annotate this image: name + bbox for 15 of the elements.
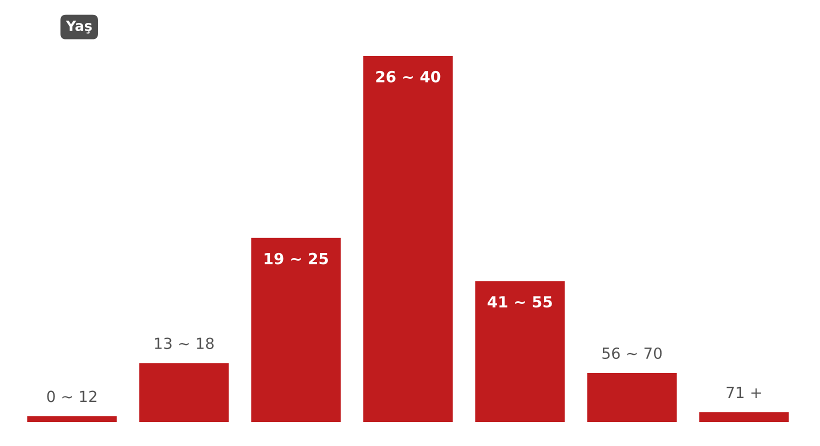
- bar: [139, 363, 229, 422]
- x-tick-label: 56 ~ 70: [602, 347, 662, 360]
- bar: [251, 238, 341, 422]
- bar: [699, 412, 789, 422]
- x-tick-label: 26 ~ 40: [376, 70, 440, 82]
- x-tick-label: 13 ~ 18: [154, 338, 214, 350]
- bar: [363, 56, 453, 422]
- x-tick-label: 0 ~ 12: [47, 390, 96, 402]
- bar: [587, 372, 677, 422]
- bar: [27, 416, 117, 422]
- chart-title: Yaş: [66, 20, 92, 34]
- bar: [475, 281, 565, 422]
- x-tick-label: 71 +: [726, 386, 761, 398]
- x-tick-label: 41 ~ 55: [488, 296, 552, 308]
- x-tick-label: 19 ~ 25: [264, 252, 328, 264]
